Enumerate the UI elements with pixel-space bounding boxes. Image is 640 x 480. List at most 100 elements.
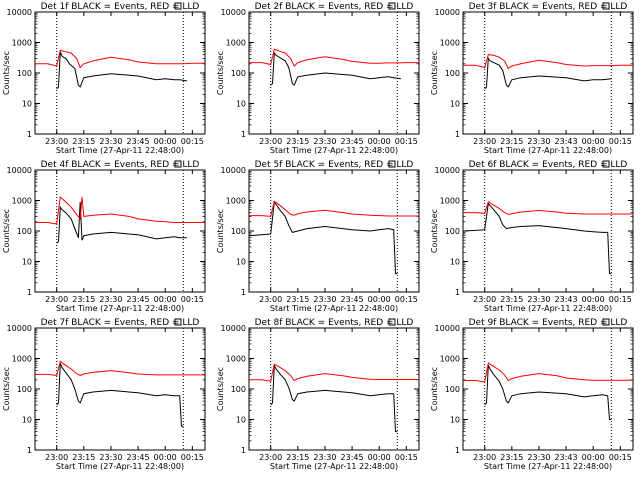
x-tick-label: 00:15 xyxy=(609,453,632,462)
events-series-line xyxy=(484,56,612,90)
y-tick-label: 1000 xyxy=(226,355,246,364)
lld-series-line xyxy=(35,360,205,376)
y-tick-label: 10 xyxy=(22,416,32,425)
events-series-line xyxy=(270,51,401,86)
lld-series-line xyxy=(463,54,633,70)
x-tick-label: 00:00 xyxy=(368,295,391,304)
detector-panel-7: Det 7f BLACK = Events, RED = LLD 1 10 100 10… xyxy=(2,318,206,471)
x-tick-label: 23:43 xyxy=(555,295,578,304)
x-tick-label: 23:30 xyxy=(99,453,122,462)
y-axis-label: Counts/sec xyxy=(2,51,11,95)
x-tick-label: 23:00 xyxy=(45,453,68,462)
y-tick-label: 100 xyxy=(231,69,246,78)
plot-frame xyxy=(248,11,420,135)
x-tick-label: 23:15 xyxy=(72,453,95,462)
corner-marker xyxy=(174,160,182,168)
x-tick-label: 23:30 xyxy=(99,137,122,146)
detector-panel-9: Det 9f BLACK = Events, RED = LLD 1 10 100 10… xyxy=(430,318,634,471)
y-tick-label: 10000 xyxy=(435,324,460,333)
y-tick-label: 100 xyxy=(17,385,32,394)
plot-frame xyxy=(34,327,206,451)
panel-title: Det 1f BLACK = Events, RED = LLD xyxy=(41,2,200,12)
plot-frame xyxy=(462,169,634,293)
x-tick-label: 23:00 xyxy=(45,137,68,146)
y-tick-label: 100 xyxy=(445,385,460,394)
x-tick-label: 23:45 xyxy=(127,453,150,462)
events-series-line xyxy=(56,201,187,244)
x-tick-label: 23:15 xyxy=(500,137,523,146)
x-tick-label: 23:30 xyxy=(99,295,122,304)
y-tick-label: 100 xyxy=(231,385,246,394)
y-tick-label: 10 xyxy=(450,416,460,425)
plot-frame xyxy=(248,327,420,451)
y-tick-label: 1 xyxy=(241,288,246,297)
y-axis-label: Counts/sec xyxy=(216,51,225,95)
x-tick-label: 00:15 xyxy=(181,137,204,146)
events-series-line xyxy=(56,51,187,90)
x-tick-label: 00:00 xyxy=(368,137,391,146)
x-tick-label: 23:45 xyxy=(127,137,150,146)
y-tick-label: 10000 xyxy=(435,8,460,17)
x-axis-label: Start Time (27-Apr-11 22:48:00) xyxy=(270,304,398,313)
x-tick-label: 00:15 xyxy=(609,137,632,146)
y-tick-label: 10 xyxy=(236,416,246,425)
y-tick-label: 100 xyxy=(231,227,246,236)
corner-marker xyxy=(174,2,182,10)
lld-series-line xyxy=(463,201,633,215)
x-axis-label: Start Time (27-Apr-11 22:48:00) xyxy=(270,146,398,155)
y-tick-label: 1 xyxy=(241,446,246,455)
y-tick-label: 1 xyxy=(27,130,32,139)
x-tick-label: 00:15 xyxy=(609,295,632,304)
plot-frame xyxy=(462,11,634,135)
y-tick-label: 10000 xyxy=(435,166,460,175)
panel-title: Det 2f BLACK = Events, RED = LLD xyxy=(255,2,414,12)
x-tick-label: 23:00 xyxy=(259,453,282,462)
y-tick-label: 10 xyxy=(450,258,460,267)
panel-title: Det 8f BLACK = Events, RED = LLD xyxy=(255,318,414,328)
x-tick-label: 23:30 xyxy=(313,137,336,146)
x-tick-label: 23:30 xyxy=(527,295,550,304)
x-tick-label: 00:00 xyxy=(154,295,177,304)
x-tick-label: 23:15 xyxy=(286,453,309,462)
y-tick-label: 1000 xyxy=(440,39,460,48)
detector-panel-5: Det 5f BLACK = Events, RED = LLD 1 10 100 10… xyxy=(216,160,420,313)
lld-series-line xyxy=(463,362,633,383)
y-tick-label: 1000 xyxy=(226,197,246,206)
corner-marker xyxy=(388,160,396,168)
y-tick-label: 100 xyxy=(17,227,32,236)
x-tick-label: 00:15 xyxy=(181,295,204,304)
x-tick-label: 23:00 xyxy=(473,453,496,462)
panel-title: Det 7f BLACK = Events, RED = LLD xyxy=(41,318,200,328)
events-series-line xyxy=(248,200,398,275)
y-tick-label: 1000 xyxy=(12,355,32,364)
y-axis-label: Counts/sec xyxy=(2,367,11,411)
corner-marker xyxy=(174,318,182,326)
y-tick-label: 1 xyxy=(241,130,246,139)
y-axis-label: Counts/sec xyxy=(430,209,439,253)
y-tick-label: 1 xyxy=(455,130,460,139)
y-tick-label: 100 xyxy=(17,69,32,78)
corner-marker xyxy=(388,318,396,326)
x-tick-label: 23:45 xyxy=(127,295,150,304)
detector-panel-2: Det 2f BLACK = Events, RED = LLD 1 10 100 10… xyxy=(216,2,420,155)
plot-frame xyxy=(34,11,206,135)
x-tick-label: 00:00 xyxy=(582,137,605,146)
detector-panel-8: Det 8f BLACK = Events, RED = LLD 1 10 100 10… xyxy=(216,318,420,471)
y-axis-label: Counts/sec xyxy=(216,209,225,253)
detector-panel-1: Det 1f BLACK = Events, RED = LLD 1 10 100 10… xyxy=(2,2,206,155)
lld-series-line xyxy=(35,195,205,225)
events-series-line xyxy=(484,365,612,420)
panel-title: Det 5f BLACK = Events, RED = LLD xyxy=(255,160,414,170)
x-tick-label: 00:15 xyxy=(395,453,418,462)
events-series-line xyxy=(56,363,184,427)
x-axis-label: Start Time (27-Apr-11 22:48:00) xyxy=(484,462,612,471)
x-tick-label: 00:00 xyxy=(154,453,177,462)
x-axis-label: Start Time (27-Apr-11 22:48:00) xyxy=(484,146,612,155)
x-tick-label: 23:15 xyxy=(500,453,523,462)
panel-title: Det 4f BLACK = Events, RED = LLD xyxy=(41,160,200,170)
x-tick-label: 23:43 xyxy=(555,453,578,462)
lld-series-line xyxy=(35,49,205,69)
x-tick-label: 23:00 xyxy=(473,137,496,146)
y-tick-label: 10 xyxy=(236,100,246,109)
